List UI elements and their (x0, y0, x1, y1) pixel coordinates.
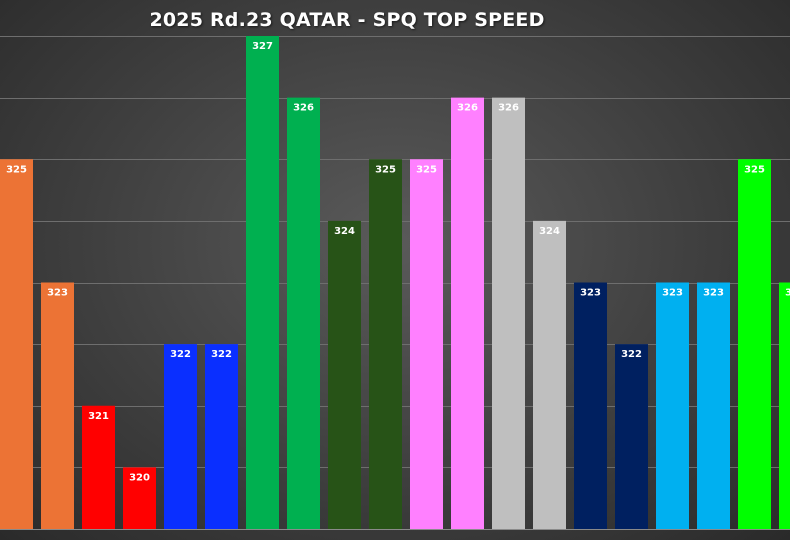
bar-value-label: 321 (88, 411, 109, 422)
bar (369, 159, 402, 529)
bar-value-label: 323 (47, 288, 68, 299)
data-labels: 325 323 321 320 322 322 327 326 324 325 325 326 326 3… (6, 41, 790, 483)
bar (656, 282, 689, 529)
bar (123, 467, 156, 529)
bar (533, 220, 566, 529)
bar (697, 282, 730, 529)
bar-value-label: 326 (293, 103, 314, 114)
bar (574, 282, 607, 529)
bar-value-label: 323 (785, 288, 790, 299)
bar-value-label: 327 (252, 41, 273, 52)
bar-value-label: 323 (703, 288, 724, 299)
bar (41, 282, 74, 529)
chart-title: 2025 Rd.23 QATAR - SPQ TOP SPEED (149, 9, 545, 31)
bars (0, 36, 790, 529)
bar (164, 344, 197, 529)
bar-value-label: 326 (498, 103, 519, 114)
bar-value-label: 324 (539, 226, 560, 237)
bar-value-label: 325 (416, 164, 437, 175)
bar (0, 159, 33, 529)
bar-value-label: 325 (744, 164, 765, 175)
bar (410, 159, 443, 529)
bar-value-label: 322 (170, 349, 191, 360)
bar (492, 97, 525, 529)
bar (328, 220, 361, 529)
bar-value-label: 323 (580, 288, 601, 299)
bar (738, 159, 771, 529)
bar (451, 97, 484, 529)
bar-value-label: 322 (211, 349, 232, 360)
bar-value-label: 320 (129, 472, 150, 483)
bar (205, 344, 238, 529)
bar (287, 97, 320, 529)
bar-value-label: 325 (6, 164, 27, 175)
bar (615, 344, 648, 529)
bar-value-label: 323 (662, 288, 683, 299)
bar (82, 405, 115, 529)
bar (246, 36, 279, 529)
bar-value-label: 326 (457, 103, 478, 114)
bar (779, 282, 790, 529)
bar-value-label: 324 (334, 226, 355, 237)
bar-value-label: 322 (621, 349, 642, 360)
bar-value-label: 325 (375, 164, 396, 175)
